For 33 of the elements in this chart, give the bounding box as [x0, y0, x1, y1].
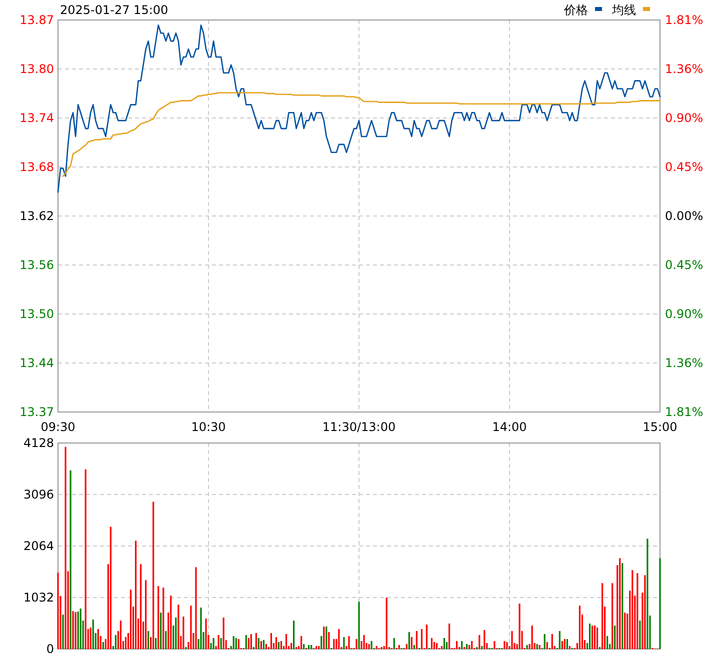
- y-tick-label: 13.68: [20, 160, 54, 174]
- y-tick-label: 13.44: [20, 356, 54, 370]
- y-tick-label: 13.80: [20, 62, 54, 76]
- x-tick-label: 14:00: [492, 420, 527, 434]
- y-tick-label: 13.56: [20, 258, 54, 272]
- y-tick-label: 13.87: [20, 13, 54, 27]
- y2-tick-label: 1.36%: [665, 62, 704, 76]
- line-series: [62, 92, 661, 177]
- y-tick-label: 13.50: [20, 306, 54, 321]
- x-tick-label: 09:30: [40, 420, 76, 434]
- legend-label: 均线: [611, 3, 636, 17]
- y2-tick-label: 1.81%: [665, 405, 704, 419]
- y-tick-label: 0: [46, 642, 54, 655]
- y2-tick-label: 1.81%: [665, 13, 704, 27]
- y-tick-label: 4128: [23, 436, 54, 450]
- x-tick-label: 11:30/13:00: [322, 420, 396, 434]
- x-tick-label: 10:30: [191, 420, 226, 434]
- y-tick-label: 13.62: [20, 209, 54, 223]
- x-tick-label: 15:00: [642, 420, 678, 434]
- y2-tick-label: 1.36%: [665, 356, 704, 370]
- y2-tick-label: 0.45%: [665, 160, 704, 174]
- y-tick-label: 2064: [23, 539, 54, 553]
- y-tick-label: 1032: [23, 590, 54, 604]
- y-tick-label: 3096: [23, 488, 54, 502]
- line-series: [57, 24, 661, 193]
- y2-tick-label: 0.90%: [665, 307, 704, 321]
- y2-tick-label: 0.00%: [665, 209, 704, 223]
- y-tick-label: 13.74: [20, 110, 54, 125]
- y-tick-label: 13.37: [20, 405, 54, 419]
- y2-tick-label: 0.90%: [665, 111, 704, 125]
- chart-title: 2025-01-27 15:00: [60, 3, 168, 17]
- y2-tick-label: 0.45%: [665, 258, 704, 272]
- legend-label: 价格: [563, 3, 588, 17]
